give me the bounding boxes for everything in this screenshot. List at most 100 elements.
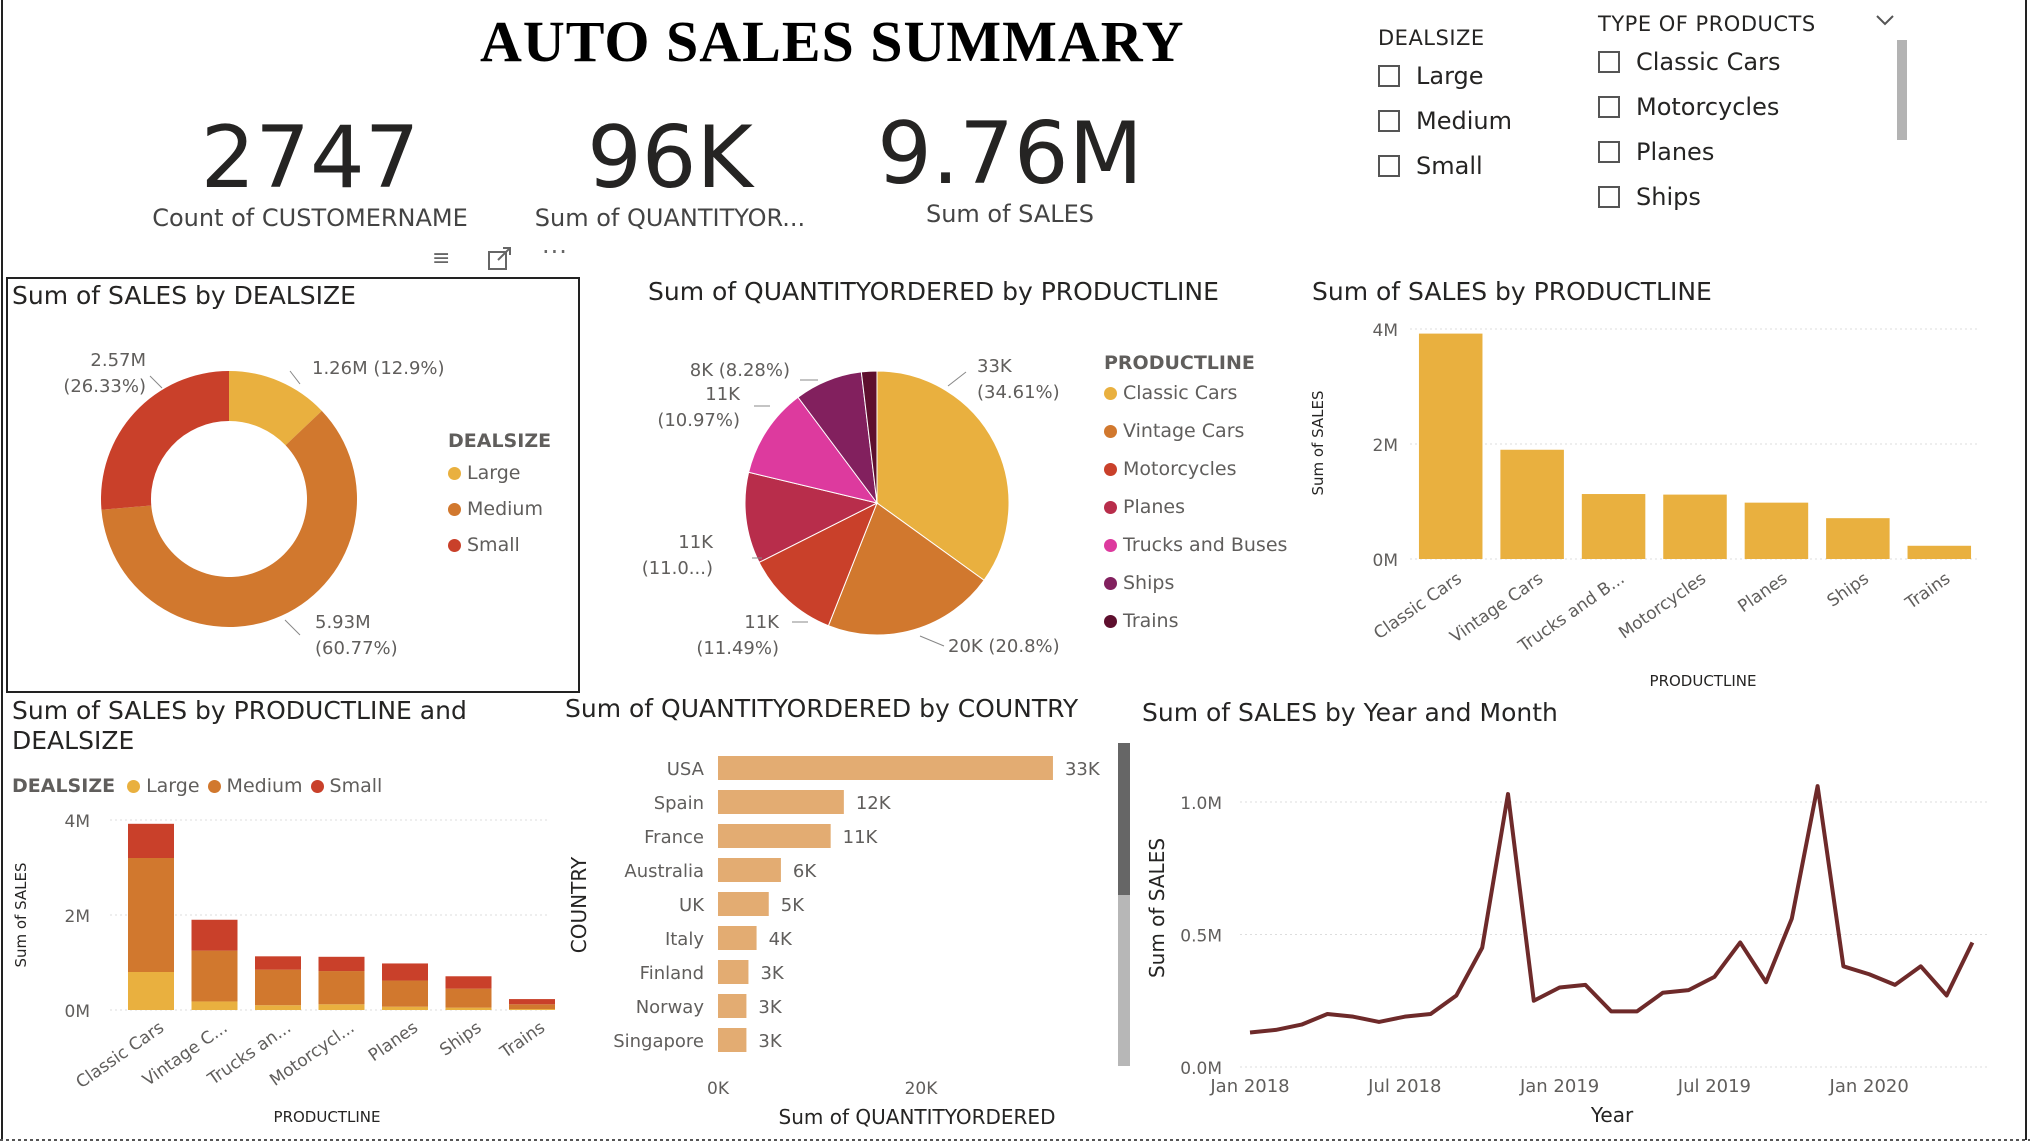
data-label: 4K — [769, 929, 793, 950]
line-chart: 0.0M0.5M1.0MJan 2018 Jul 2018 Jan 2019 Jul … — [1145, 786, 1990, 1127]
bar-segment[interactable] — [255, 970, 301, 1006]
country-scrollbar-thumb[interactable] — [1118, 743, 1130, 895]
y-tick-label: 0M — [65, 1002, 90, 1022]
x-axis-label: PRODUCTLINE — [274, 1108, 381, 1126]
bar[interactable] — [1582, 494, 1646, 559]
data-label: 3K — [758, 1031, 782, 1052]
data-label: 11K — [678, 532, 714, 553]
data-label: (11.0...) — [642, 558, 713, 579]
bar[interactable] — [1663, 495, 1727, 559]
bar-segment[interactable] — [446, 976, 492, 988]
x-tick-label: 20K — [905, 1079, 939, 1099]
y-tick-label: UK — [679, 895, 705, 916]
data-label: 8K (8.28%) — [690, 360, 790, 381]
bar[interactable] — [718, 892, 769, 916]
bar-segment[interactable] — [446, 989, 492, 1008]
bar[interactable] — [718, 858, 781, 882]
data-label: 20K (20.8%) — [948, 636, 1060, 657]
x-tick-label: Jan 2019 — [1519, 1076, 1599, 1097]
x-tick-label: Ships — [436, 1018, 485, 1061]
bar-segment[interactable] — [192, 1001, 238, 1010]
bar-segment[interactable] — [192, 951, 238, 1002]
data-label: 3K — [760, 963, 784, 984]
bar[interactable] — [718, 756, 1053, 780]
data-label: 6K — [793, 861, 817, 882]
bar[interactable] — [718, 824, 831, 848]
leader-line — [150, 376, 162, 388]
x-tick-label: Ships — [1824, 569, 1873, 612]
y-tick-label: Finland — [640, 963, 704, 984]
bar[interactable] — [718, 1028, 746, 1052]
stacked-bar-chart: 0M2M4MClassic CarsVintage C...Trucks an.… — [12, 812, 555, 1126]
x-tick-label: Planes — [1734, 569, 1791, 617]
bar-segment[interactable] — [255, 956, 301, 969]
y-tick-label: USA — [667, 759, 705, 780]
data-label: 2.57M — [90, 350, 146, 371]
bar-segment[interactable] — [255, 1005, 301, 1010]
bar[interactable] — [1500, 450, 1564, 559]
data-label: (26.33%) — [63, 376, 146, 397]
data-label: 5.93M — [315, 612, 371, 633]
x-axis-label: Sum of QUANTITYORDERED — [779, 1105, 1056, 1129]
bar-segment[interactable] — [509, 1004, 555, 1009]
data-label: 5K — [781, 895, 805, 916]
bar[interactable] — [1419, 334, 1483, 559]
bar-segment[interactable] — [509, 999, 555, 1004]
bar-segment[interactable] — [382, 981, 428, 1007]
bar[interactable] — [718, 926, 757, 950]
leader-line — [290, 371, 300, 384]
y-axis-label: Sum of SALES — [1145, 838, 1169, 978]
data-label: (11.49%) — [696, 638, 779, 659]
bar-segment[interactable] — [128, 824, 174, 858]
y-tick-label: 1.0M — [1180, 794, 1222, 814]
bar[interactable] — [718, 790, 844, 814]
bar-segment[interactable] — [382, 1007, 428, 1010]
bar-segment[interactable] — [128, 858, 174, 972]
bar[interactable] — [1745, 503, 1809, 559]
x-tick-label: Jul 2018 — [1367, 1076, 1441, 1097]
bar-segment[interactable] — [509, 1009, 555, 1010]
bar-segment[interactable] — [192, 920, 238, 951]
data-label: 11K — [744, 612, 780, 633]
selected-visual-border — [7, 278, 579, 692]
x-tick-label: Planes — [365, 1018, 422, 1066]
x-tick-label: 0K — [707, 1079, 730, 1099]
data-label: 12K — [856, 793, 892, 814]
series-line[interactable] — [1250, 786, 1972, 1032]
bar-segment[interactable] — [319, 957, 365, 971]
y-axis-label: COUNTRY — [567, 856, 591, 953]
leader-line — [948, 372, 966, 386]
y-tick-label: 2M — [1373, 436, 1398, 456]
bar-segment[interactable] — [446, 1008, 492, 1010]
bar[interactable] — [718, 960, 748, 984]
x-axis-label: PRODUCTLINE — [1650, 672, 1757, 690]
x-tick-label: Jan 2018 — [1209, 1076, 1289, 1097]
data-label: 11K — [705, 384, 741, 405]
y-tick-label: 2M — [65, 907, 90, 927]
y-tick-label: France — [644, 827, 704, 848]
bar-segment[interactable] — [382, 963, 428, 980]
y-tick-label: 0M — [1373, 551, 1398, 571]
y-axis-label: Sum of SALES — [12, 862, 30, 967]
x-tick-label: Trains — [1901, 569, 1954, 615]
y-tick-label: Italy — [665, 929, 704, 950]
bar[interactable] — [1908, 546, 1972, 559]
bar-segment[interactable] — [319, 971, 365, 1004]
data-label: 11K — [843, 827, 879, 848]
x-axis-label: Year — [1590, 1103, 1634, 1127]
data-label: 1.26M (12.9%) — [312, 358, 445, 379]
y-tick-label: Spain — [654, 793, 704, 814]
x-tick-label: Motorcycles — [1615, 569, 1710, 644]
data-label: (34.61%) — [977, 382, 1060, 403]
bar[interactable] — [1826, 518, 1890, 559]
bar-segment[interactable] — [319, 1004, 365, 1010]
bar[interactable] — [718, 994, 746, 1018]
y-axis-label: Sum of SALES — [1309, 390, 1327, 495]
data-label: (10.97%) — [657, 410, 740, 431]
y-tick-label: 4M — [1373, 321, 1398, 341]
bar-segment[interactable] — [128, 972, 174, 1010]
data-label: 3K — [758, 997, 782, 1018]
